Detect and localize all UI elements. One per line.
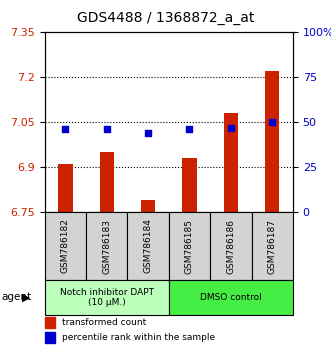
Bar bbox=[45, 317, 55, 328]
Text: agent: agent bbox=[2, 292, 32, 302]
Text: percentile rank within the sample: percentile rank within the sample bbox=[62, 333, 215, 342]
Bar bbox=[182, 158, 197, 212]
Text: GSM786185: GSM786185 bbox=[185, 218, 194, 274]
Bar bbox=[141, 200, 155, 212]
Text: GSM786186: GSM786186 bbox=[226, 218, 235, 274]
Point bbox=[63, 126, 68, 132]
Bar bbox=[210, 212, 252, 280]
Text: GDS4488 / 1368872_a_at: GDS4488 / 1368872_a_at bbox=[77, 11, 254, 25]
Text: ▶: ▶ bbox=[22, 292, 30, 302]
Point bbox=[187, 126, 192, 132]
Text: transformed count: transformed count bbox=[62, 318, 146, 327]
Text: DMSO control: DMSO control bbox=[200, 293, 262, 302]
Point bbox=[228, 125, 234, 130]
Bar bbox=[86, 212, 127, 280]
Bar bbox=[58, 164, 72, 212]
Bar bbox=[127, 212, 169, 280]
Bar bbox=[224, 113, 238, 212]
Point bbox=[146, 130, 151, 136]
Point bbox=[104, 126, 109, 132]
Bar bbox=[45, 280, 169, 315]
Point bbox=[269, 119, 275, 125]
Bar bbox=[45, 212, 86, 280]
Bar bbox=[45, 332, 55, 343]
Bar bbox=[100, 152, 114, 212]
Text: Notch inhibitor DAPT
(10 μM.): Notch inhibitor DAPT (10 μM.) bbox=[60, 288, 154, 307]
Text: GSM786184: GSM786184 bbox=[144, 218, 153, 274]
Bar bbox=[265, 71, 279, 212]
Bar bbox=[169, 212, 210, 280]
Text: GSM786187: GSM786187 bbox=[268, 218, 277, 274]
Text: GSM786182: GSM786182 bbox=[61, 218, 70, 274]
Bar bbox=[252, 212, 293, 280]
Bar bbox=[169, 280, 293, 315]
Text: GSM786183: GSM786183 bbox=[102, 218, 111, 274]
